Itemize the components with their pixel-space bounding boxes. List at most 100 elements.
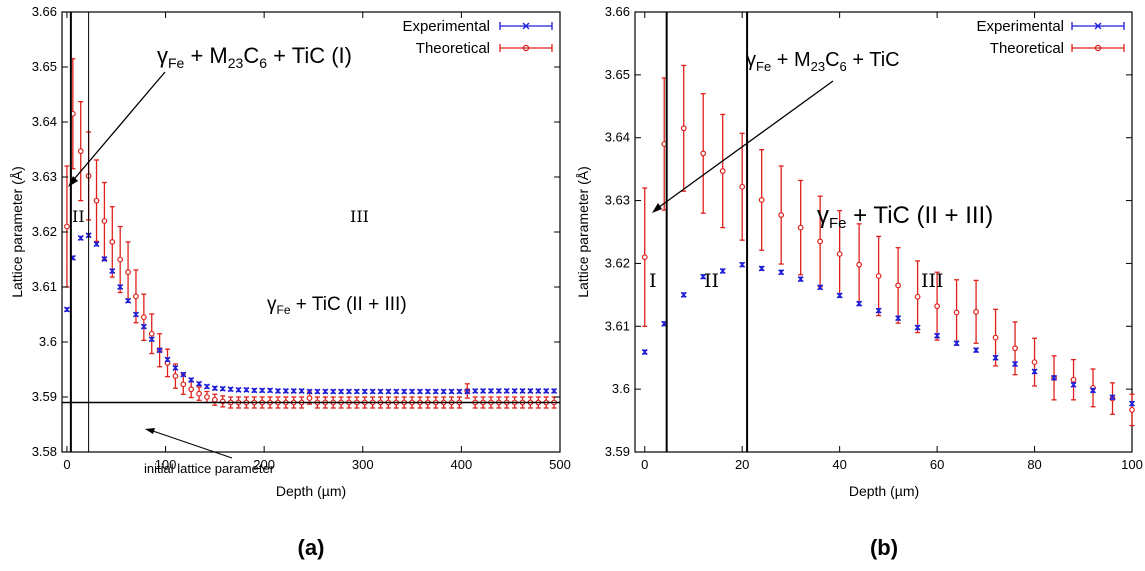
x-axis-label-a: Depth (µm) bbox=[276, 483, 346, 499]
data-point-theoretical-a-8 bbox=[125, 269, 131, 276]
data-point-experimental-a-6 bbox=[109, 268, 116, 275]
data-point-experimental-b-6 bbox=[758, 265, 765, 272]
data-point-theoretical-a-5 bbox=[101, 218, 108, 224]
data-point-experimental-a-26 bbox=[267, 387, 274, 394]
data-point-experimental-a-0 bbox=[63, 306, 70, 313]
data-point-experimental-b-22 bbox=[1070, 381, 1077, 388]
data-point-experimental-a-24 bbox=[251, 387, 258, 394]
data-point-experimental-a-53 bbox=[480, 387, 487, 394]
data-point-experimental-a-45 bbox=[416, 388, 423, 395]
data-point-experimental-a-59 bbox=[527, 387, 534, 394]
data-point-experimental-a-61 bbox=[543, 387, 550, 394]
data-point-experimental-b-14 bbox=[914, 324, 921, 331]
data-point-experimental-a-49 bbox=[448, 388, 455, 395]
x-tick-label-b-1: 20 bbox=[735, 457, 749, 472]
data-point-theoretical-a-16 bbox=[188, 386, 195, 393]
data-point-experimental-a-21 bbox=[227, 386, 234, 393]
annotation-arrow-b bbox=[654, 80, 834, 211]
y-tick-label-b-2: 3.61 bbox=[605, 318, 630, 333]
data-point-theoretical-a-18 bbox=[204, 394, 210, 400]
data-point-theoretical-a-15 bbox=[180, 381, 187, 388]
data-point-theoretical-a-17 bbox=[196, 390, 202, 397]
data-point-experimental-b-25 bbox=[1129, 400, 1135, 407]
data-point-experimental-b-18 bbox=[992, 354, 999, 361]
region-label-a-II: II bbox=[72, 207, 85, 226]
data-point-experimental-a-34 bbox=[330, 388, 337, 395]
x-tick-label-a-4: 400 bbox=[451, 457, 473, 472]
data-point-theoretical-a-7 bbox=[117, 256, 124, 263]
data-point-theoretical-b-20 bbox=[1031, 359, 1038, 366]
data-point-theoretical-b-2 bbox=[680, 125, 687, 132]
data-point-experimental-a-4 bbox=[93, 241, 100, 248]
data-point-experimental-a-51 bbox=[464, 388, 471, 395]
data-point-experimental-a-7 bbox=[117, 284, 124, 290]
data-point-experimental-a-35 bbox=[338, 388, 345, 395]
data-point-theoretical-b-7 bbox=[778, 212, 785, 218]
x-axis-label-b: Depth (µm) bbox=[849, 483, 919, 499]
x-tick-label-a-2: 200 bbox=[253, 457, 275, 472]
data-point-experimental-a-54 bbox=[487, 387, 494, 394]
data-point-experimental-b-8 bbox=[797, 276, 804, 283]
data-point-experimental-a-2 bbox=[77, 235, 84, 242]
y-tick-label-a-3: 3.61 bbox=[32, 279, 57, 294]
data-point-theoretical-b-13 bbox=[895, 282, 902, 289]
data-point-experimental-a-19 bbox=[211, 385, 218, 392]
data-point-theoretical-b-0 bbox=[641, 254, 648, 261]
data-point-experimental-a-31 bbox=[306, 388, 313, 395]
x-tick-label-b-0: 0 bbox=[641, 457, 648, 472]
data-point-experimental-b-0 bbox=[641, 349, 648, 356]
legend-b: Experimental Theoretical bbox=[976, 18, 1125, 57]
data-point-experimental-a-36 bbox=[345, 388, 352, 395]
y-tick-label-b-3: 3.62 bbox=[605, 255, 630, 270]
data-point-theoretical-b-17 bbox=[973, 308, 979, 315]
annotation-arrow-a bbox=[69, 71, 166, 185]
data-point-experimental-b-10 bbox=[836, 292, 843, 299]
phase-annotation-b1: γFe + M23C6 + TiC bbox=[746, 49, 900, 74]
y-tick-label-a-1: 3.59 bbox=[32, 389, 57, 404]
data-point-theoretical-b-15 bbox=[934, 303, 940, 310]
y-tick-label-a-6: 3.64 bbox=[32, 114, 57, 129]
data-point-theoretical-a-6 bbox=[109, 238, 116, 245]
data-point-experimental-a-14 bbox=[172, 364, 179, 371]
data-point-experimental-a-13 bbox=[164, 356, 171, 363]
data-point-experimental-a-9 bbox=[132, 311, 139, 318]
data-point-theoretical-a-4 bbox=[93, 197, 100, 204]
data-point-experimental-b-20 bbox=[1031, 368, 1038, 375]
y-tick-label-a-5: 3.63 bbox=[32, 169, 57, 184]
phase-annotation-b2: γFe + TiC (II + III) bbox=[817, 202, 993, 232]
data-point-experimental-a-17 bbox=[196, 380, 203, 387]
data-point-experimental-b-13 bbox=[895, 315, 902, 322]
y-tick-label-a-0: 3.58 bbox=[32, 444, 57, 459]
data-point-experimental-a-27 bbox=[274, 387, 281, 394]
plot-area-a bbox=[61, 11, 561, 453]
arrowhead-b bbox=[652, 203, 662, 213]
data-point-theoretical-b-5 bbox=[739, 183, 746, 190]
data-point-experimental-b-4 bbox=[719, 267, 726, 274]
data-point-experimental-a-18 bbox=[203, 383, 210, 390]
data-point-experimental-a-52 bbox=[472, 387, 479, 394]
region-label-b-III: III bbox=[921, 270, 944, 292]
data-point-theoretical-a-14 bbox=[172, 373, 179, 380]
legend-label-theoretical-b: Theoretical bbox=[990, 40, 1064, 57]
initial-parameter-label: initial lattice parameter bbox=[144, 461, 275, 476]
data-point-theoretical-b-14 bbox=[914, 293, 921, 300]
data-point-theoretical-a-19 bbox=[211, 396, 218, 403]
data-point-experimental-a-56 bbox=[503, 387, 510, 394]
y-tick-label-b-6: 3.65 bbox=[605, 67, 630, 82]
y-tick-label-b-7: 3.66 bbox=[605, 4, 630, 19]
x-tick-label-b-4: 80 bbox=[1027, 457, 1041, 472]
phase-annotation-a1: γFe + M23C6 + TiC (I) bbox=[157, 43, 352, 71]
data-point-experimental-b-11 bbox=[856, 300, 863, 307]
x-tick-label-a-5: 500 bbox=[549, 457, 571, 472]
data-point-theoretical-a-10 bbox=[140, 314, 147, 321]
data-point-theoretical-b-9 bbox=[817, 238, 824, 245]
region-label-b-II: II bbox=[704, 270, 719, 292]
data-point-experimental-b-17 bbox=[973, 347, 980, 354]
data-point-theoretical-b-8 bbox=[797, 224, 804, 231]
data-point-experimental-b-3 bbox=[700, 273, 707, 280]
data-point-experimental-a-29 bbox=[290, 387, 297, 394]
y-tick-label-a-4: 3.62 bbox=[32, 224, 57, 239]
legend-label-experimental-b: Experimental bbox=[976, 18, 1064, 35]
y-axis-label-b: Lattice parameter (Å) bbox=[575, 166, 591, 298]
data-point-experimental-a-48 bbox=[440, 388, 447, 395]
